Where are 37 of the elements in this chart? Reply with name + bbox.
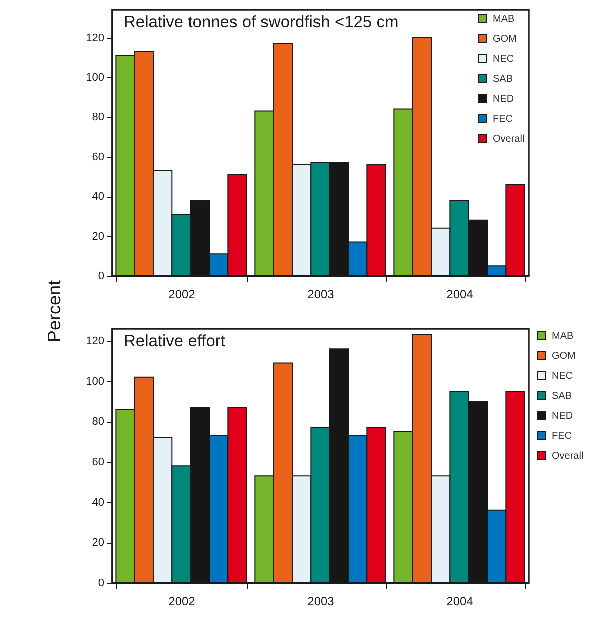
chart-title: Relative effort <box>124 332 226 350</box>
y-tick-label: 60 <box>92 456 104 469</box>
x-tick-label: 2003 <box>308 288 335 302</box>
legend-label: MAB <box>493 14 515 25</box>
y-tick-label: 120 <box>86 336 104 348</box>
legend-label: SAB <box>493 74 514 85</box>
y-tick-label: 0 <box>98 270 104 282</box>
y-tick-label: 20 <box>92 230 104 243</box>
legend-label: FEC <box>552 431 572 442</box>
legend-label: NED <box>552 411 574 422</box>
x-tick-label: 2004 <box>446 288 474 302</box>
x-tick-label: 2002 <box>168 594 196 608</box>
y-tick-label: 40 <box>92 191 104 204</box>
x-tick-label: 2003 <box>308 594 335 608</box>
x-tick-label: 2004 <box>446 594 474 608</box>
x-tick-label: 2002 <box>168 288 196 302</box>
y-tick-label: 60 <box>92 151 104 164</box>
legend-label: NEC <box>552 371 574 382</box>
y-tick-label: 80 <box>92 112 104 124</box>
y-tick-label: 100 <box>86 376 104 388</box>
legend-label: GOM <box>493 34 517 45</box>
y-tick-label: 120 <box>86 32 104 44</box>
legend-label: GOM <box>552 351 576 362</box>
y-tick-label: 20 <box>92 537 104 550</box>
y-tick-label: 40 <box>92 496 104 509</box>
legend-label: FEC <box>493 114 513 125</box>
legend-label: Overall <box>552 451 584 462</box>
legend-label: MAB <box>552 331 574 342</box>
chart-title: Relative tonnes of swordfish <125 cm <box>124 14 399 32</box>
legend-label: NED <box>493 94 514 105</box>
legend-label: NEC <box>493 54 514 65</box>
y-axis-title: Percent <box>44 280 64 343</box>
y-tick-label: 100 <box>86 72 104 84</box>
y-tick-label: 0 <box>98 578 104 590</box>
y-tick-label: 80 <box>92 416 104 428</box>
legend-label: Overall <box>493 134 525 145</box>
legend-label: SAB <box>552 391 572 402</box>
